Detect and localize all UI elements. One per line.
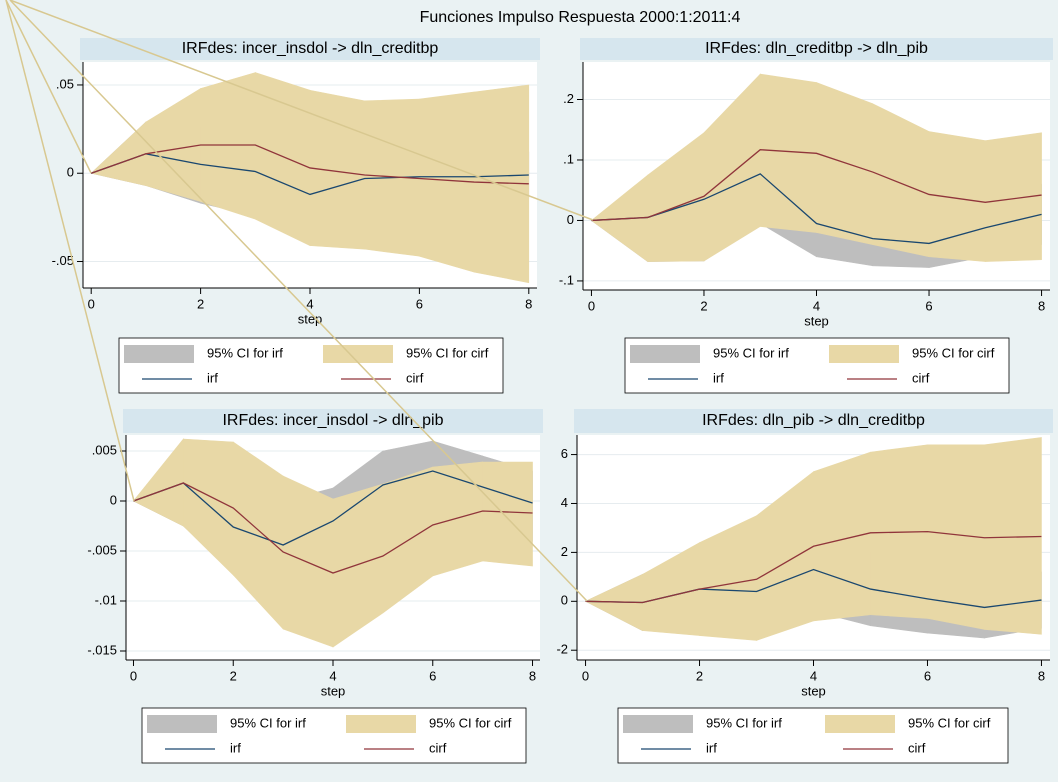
legend-label: cirf: [912, 370, 930, 385]
panel-title: IRFdes: dln_pib -> dln_creditbp: [702, 412, 925, 429]
y-tick-label: 0: [567, 212, 574, 227]
legend-label: cirf: [406, 370, 424, 385]
x-axis-label: step: [321, 683, 346, 698]
legend-swatch: [630, 345, 700, 363]
panel: IRFdes: incer_insdol -> dln_creditbp -.05…: [52, 38, 540, 394]
legend-label: cirf: [429, 740, 447, 755]
y-tick-label: -.01: [95, 592, 117, 607]
panel-title: IRFdes: dln_creditbp -> dln_pib: [705, 40, 928, 57]
x-tick-label: 0: [582, 668, 589, 683]
x-axis-label: step: [804, 313, 829, 328]
legend-swatch: [124, 345, 194, 363]
legend-label: 95% CI for irf: [713, 345, 789, 360]
x-tick-label: 6: [925, 298, 932, 313]
x-tick-label: 4: [329, 668, 336, 683]
y-tick-label: .1: [563, 151, 574, 166]
legend-label: irf: [230, 740, 241, 755]
legend-label: 95% CI for irf: [207, 345, 283, 360]
x-tick-label: 2: [230, 668, 237, 683]
legend-swatch: [346, 715, 416, 733]
y-tick-label: 6: [561, 446, 568, 461]
plot: [584, 437, 1042, 641]
y-tick-label: 0: [110, 492, 117, 507]
legend-swatch: [623, 715, 693, 733]
legend-swatch: [147, 715, 217, 733]
legend-swatch: [323, 345, 393, 363]
legend-label: 95% CI for irf: [230, 715, 306, 730]
x-tick-label: 6: [924, 668, 931, 683]
y-tick-label: 4: [561, 495, 568, 510]
x-tick-label: 0: [130, 668, 137, 683]
legend-swatch: [829, 345, 899, 363]
x-tick-label: 2: [700, 298, 707, 313]
legend-label: irf: [713, 370, 724, 385]
legend-label: 95% CI for cirf: [908, 715, 991, 730]
x-axis-label: step: [298, 311, 323, 326]
legend-swatch: [825, 715, 895, 733]
figure-title: Funciones Impulso Respuesta 2000:1:2011:…: [420, 9, 741, 26]
y-tick-label: -.015: [87, 642, 117, 657]
panel-title-band: [574, 409, 1053, 433]
y-tick-label: 0: [561, 593, 568, 608]
ci-band: [984, 437, 1042, 635]
ci-band: [482, 461, 533, 567]
legend-label: irf: [706, 740, 717, 755]
y-tick-label: -2: [556, 642, 568, 657]
x-axis-label: step: [801, 683, 826, 698]
x-tick-label: 4: [306, 296, 313, 311]
legend-label: irf: [207, 370, 218, 385]
x-tick-label: 2: [197, 296, 204, 311]
x-tick-label: 6: [429, 668, 436, 683]
panel: IRFdes: dln_creditbp -> dln_pib -.1 0 .1 .2 0…: [559, 38, 1053, 394]
y-tick-label: .2: [563, 91, 574, 106]
ci-band: [309, 89, 365, 250]
legend-label: 95% CI for cirf: [406, 345, 489, 360]
panel: IRFdes: incer_insdol -> dln_pib -.015 -.01…: [87, 409, 543, 764]
x-tick-label: 4: [810, 668, 817, 683]
x-tick-label: 2: [696, 668, 703, 683]
ci-band: [813, 451, 871, 622]
y-tick-label: 0: [67, 165, 74, 180]
panel: IRFdes: dln_pib -> dln_creditbp -2 0 2 4 6 0 2 4…: [556, 409, 1053, 764]
x-tick-label: 8: [525, 296, 532, 311]
panel-title: IRFdes: incer_insdol -> dln_creditbp: [182, 40, 439, 57]
ci-band: [816, 82, 874, 246]
series-line: [591, 149, 1042, 222]
x-tick-label: 4: [813, 298, 820, 313]
legend-label: 95% CI for cirf: [912, 345, 995, 360]
x-tick-label: 0: [88, 296, 95, 311]
legend-label: 95% CI for irf: [706, 715, 782, 730]
ci-band: [928, 131, 986, 262]
plot: [590, 73, 1042, 268]
y-tick-label: -.1: [559, 272, 574, 287]
legend-label: cirf: [908, 740, 926, 755]
series-line: [585, 530, 1042, 604]
ci-band: [255, 72, 311, 247]
y-tick-label: 2: [561, 544, 568, 559]
ci-band: [200, 72, 256, 220]
x-tick-label: 8: [529, 668, 536, 683]
panel-title-band: [580, 38, 1053, 60]
x-tick-label: 6: [416, 296, 423, 311]
legend-label: 95% CI for cirf: [429, 715, 512, 730]
y-tick-label: .05: [56, 76, 74, 91]
y-tick-label: -.05: [52, 253, 74, 268]
ci-band: [984, 132, 1042, 262]
x-tick-label: 0: [588, 298, 595, 313]
y-tick-label: -.005: [87, 542, 117, 557]
panel-title: IRFdes: incer_insdol -> dln_pib: [222, 412, 443, 429]
y-tick-label: .005: [92, 442, 117, 457]
x-tick-label: 8: [1038, 298, 1045, 313]
series-line: [591, 173, 1042, 245]
x-tick-label: 8: [1038, 668, 1045, 683]
ci-band: [282, 475, 334, 648]
